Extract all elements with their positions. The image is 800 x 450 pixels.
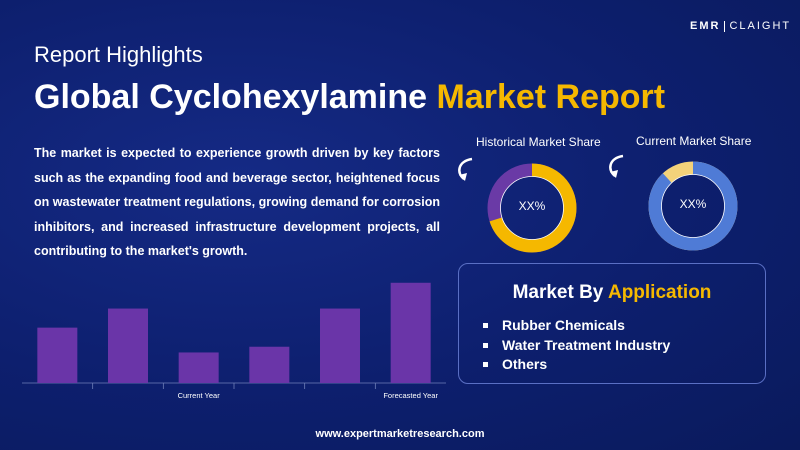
historical-share-donut	[487, 163, 577, 253]
bar	[178, 352, 219, 383]
historical-share-value: XX%	[518, 199, 546, 213]
current-donut-inner-ring	[661, 174, 725, 238]
application-title: Market By Application	[459, 282, 765, 304]
curved-arrow-icon	[458, 157, 473, 181]
title-highlight: Market Report	[436, 78, 666, 116]
bullet-icon	[483, 362, 488, 368]
logo-divider	[724, 20, 726, 32]
bullet-icon	[483, 342, 488, 348]
application-item-label: Water Treatment Industry	[502, 336, 671, 353]
bar	[108, 308, 148, 383]
bar-chart-svg: Current Year Forecasted Year	[22, 282, 446, 400]
list-item: Rubber Chemicals	[483, 316, 670, 336]
bar	[390, 282, 431, 383]
application-item-label: Others	[502, 356, 548, 372]
list-item: Water Treatment Industry	[483, 336, 670, 356]
current-donut-arc	[648, 161, 738, 251]
bar	[249, 346, 290, 383]
emr-logo: EMR CLAIGHT	[690, 20, 791, 32]
x-tick-label: Forecasted Year	[383, 391, 438, 400]
curved-arrow-icon	[609, 154, 624, 178]
x-tick-label: Current Year	[178, 391, 221, 400]
market-bar-chart: Current Year Forecasted Year	[22, 270, 446, 405]
application-list: Rubber Chemicals Water Treatment Industr…	[483, 316, 670, 375]
market-by-application-box: Market By Application Rubber Chemicals W…	[458, 263, 766, 384]
application-item-label: Rubber Chemicals	[502, 317, 625, 333]
application-title-main: Market By	[512, 282, 604, 303]
bar	[37, 327, 78, 383]
historical-donut-arc	[487, 163, 577, 253]
market-description: The market is expected to experience gro…	[34, 146, 440, 258]
logo-main: EMR	[690, 20, 721, 32]
current-share-value: XX%	[679, 197, 707, 211]
current-share-donut	[648, 161, 738, 251]
current-share-label: Current Market Share	[636, 134, 752, 148]
bar	[320, 308, 360, 383]
report-title: Global Cyclohexylamine Market Report	[34, 78, 665, 117]
list-item: Others	[483, 355, 670, 375]
historical-share-label: Historical Market Share	[476, 135, 601, 149]
bullet-icon	[483, 323, 488, 329]
website-url: www.expertmarketresearch.com	[315, 428, 485, 440]
application-title-highlight: Application	[607, 282, 712, 303]
logo-tail: CLAIGHT	[729, 20, 792, 32]
historical-donut-inner-ring	[500, 176, 564, 240]
report-subtitle: Report Highlights	[34, 42, 203, 67]
title-main: Global Cyclohexylamine	[34, 78, 428, 116]
